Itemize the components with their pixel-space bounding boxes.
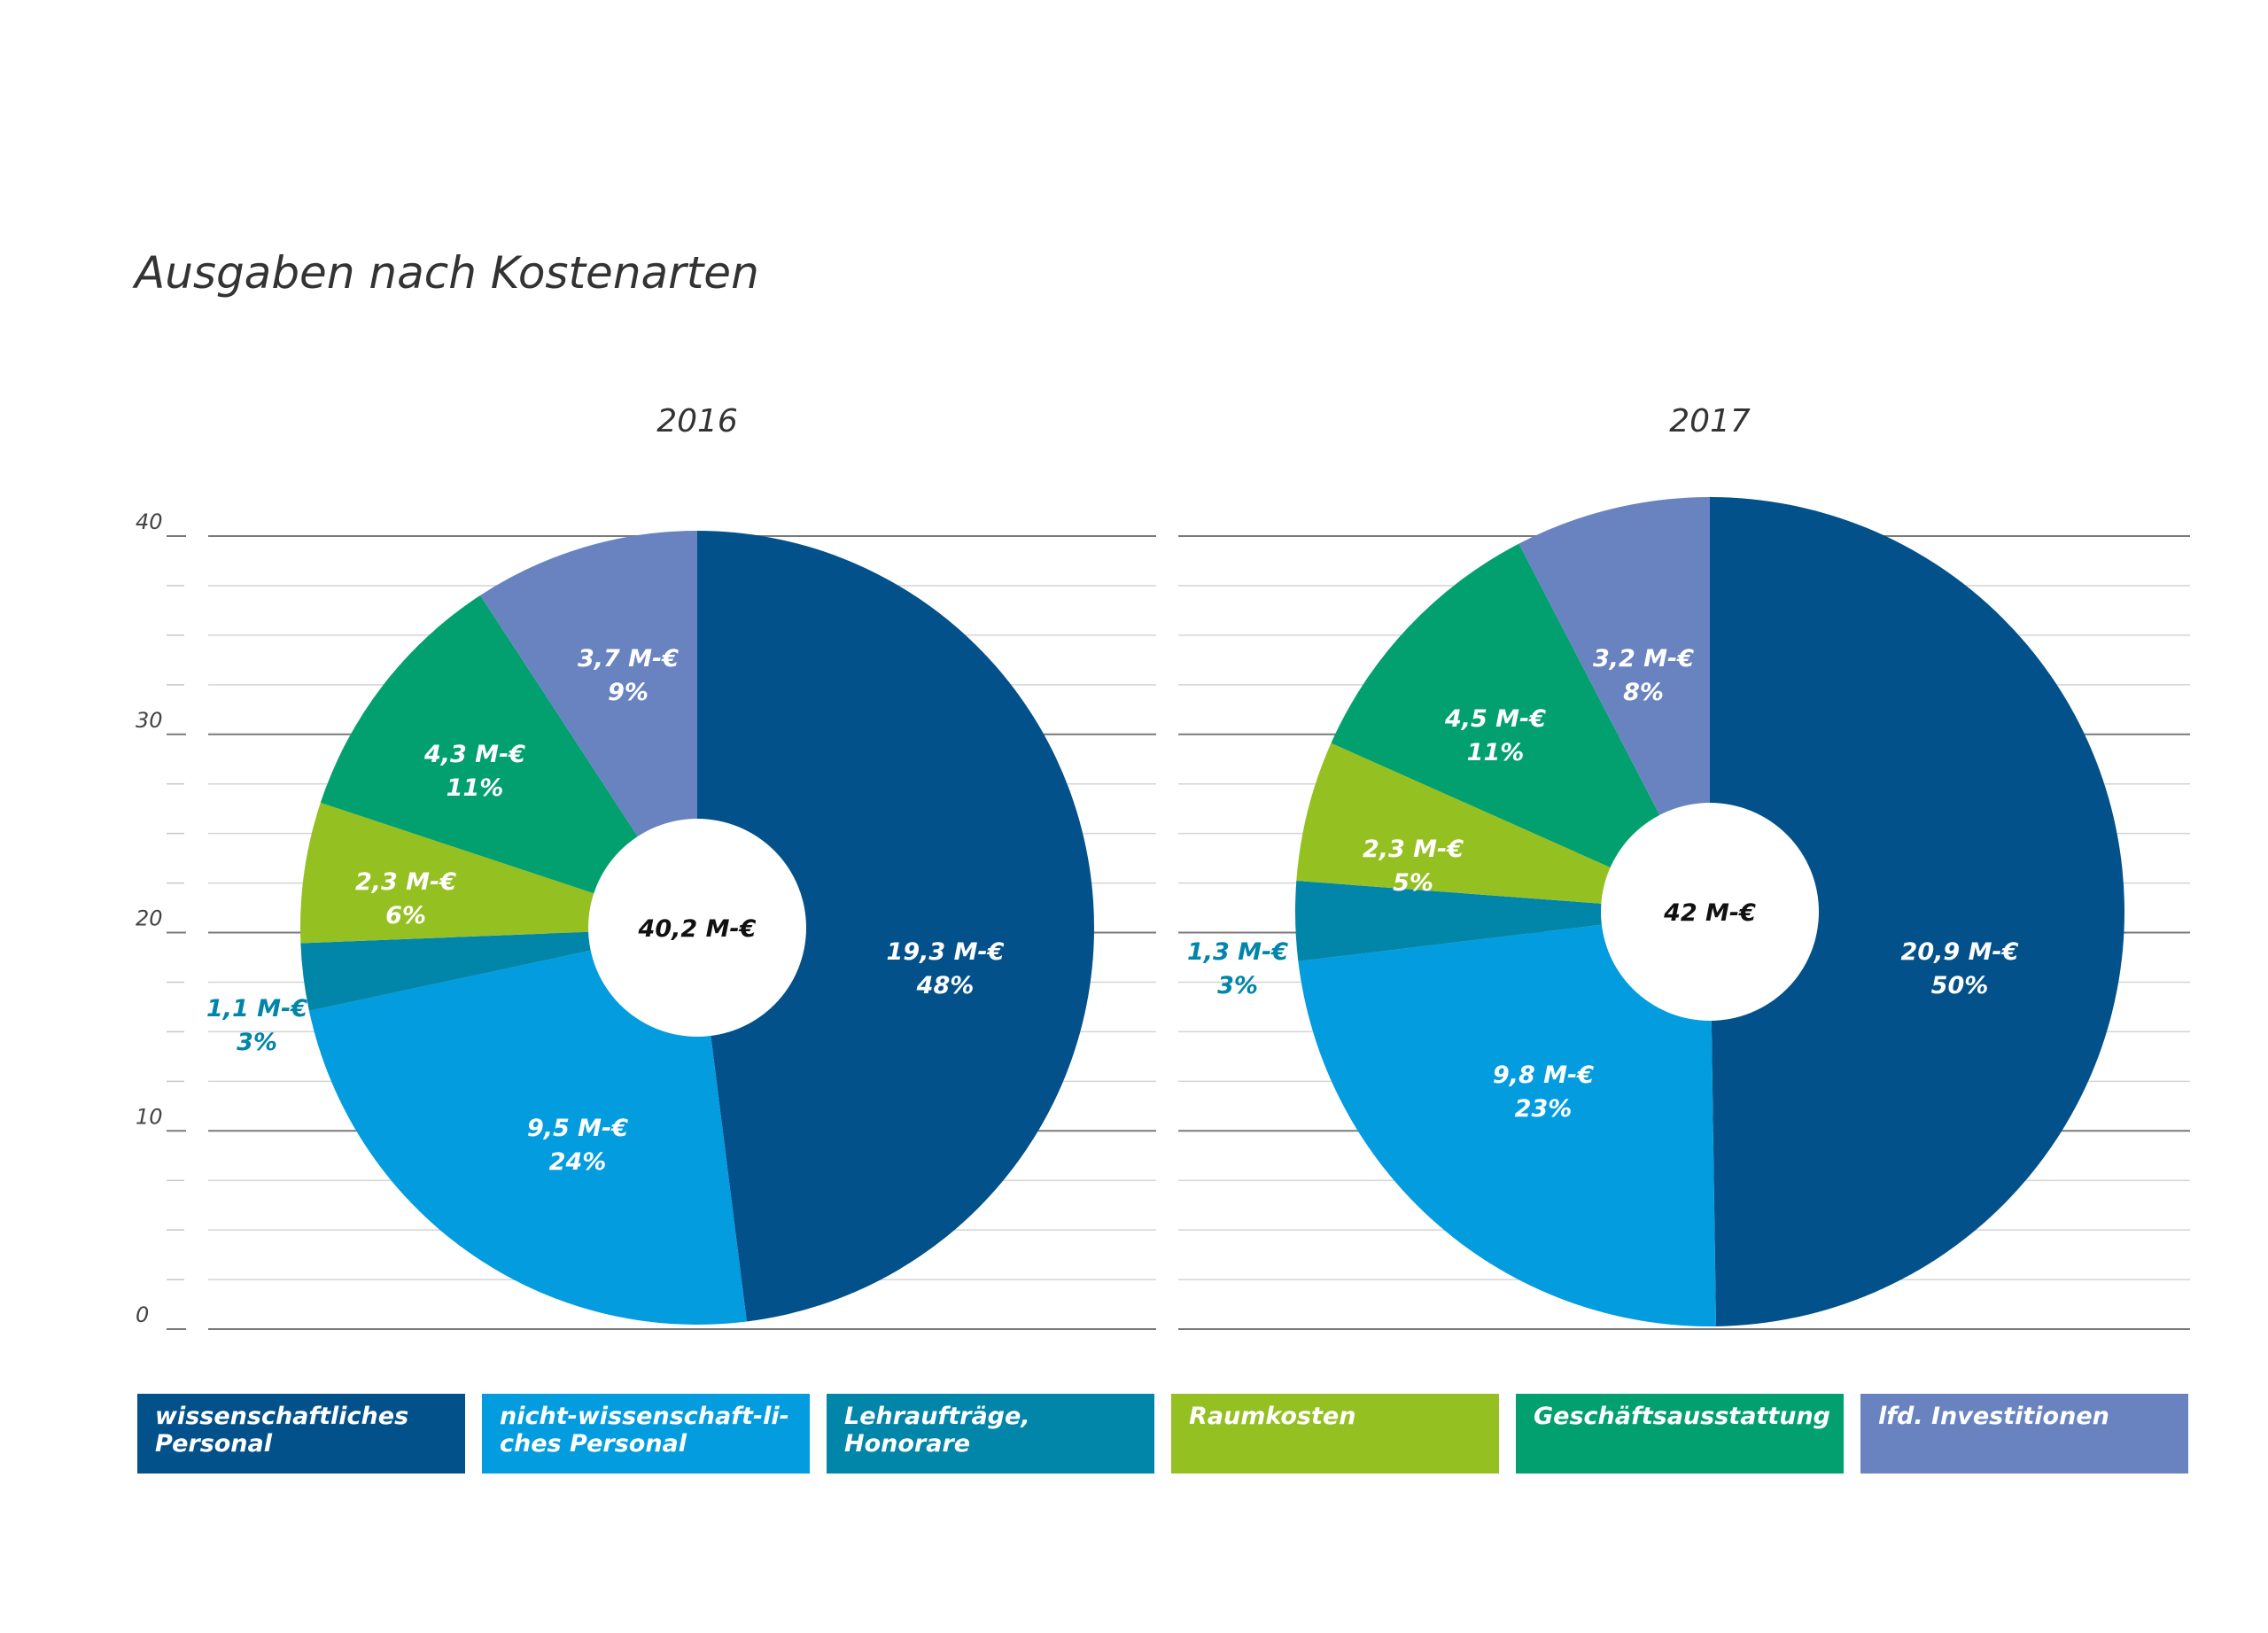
slice-percent-label: 48% bbox=[916, 972, 975, 999]
legend-label: Lehraufträge, Honorare bbox=[844, 1403, 1030, 1458]
slice-value-label: 20,9 M-€ bbox=[1901, 938, 2019, 966]
slice-percent-label: 23% bbox=[1515, 1095, 1573, 1123]
slice-value-label: 3,7 M-€ bbox=[578, 645, 679, 673]
legend-label: Raumkosten bbox=[1189, 1403, 1356, 1430]
slice-value-label: 9,5 M-€ bbox=[527, 1115, 628, 1142]
legend-item: Geschäftsausstattung bbox=[1516, 1394, 1844, 1474]
pie-slice bbox=[308, 928, 747, 1326]
pie-center-hole bbox=[1601, 803, 1819, 1021]
y-tick-label: 0 bbox=[136, 1303, 149, 1327]
legend-label: nicht-wissenschaft-li-ches Personal bbox=[500, 1403, 789, 1458]
slice-percent-label: 6% bbox=[385, 902, 426, 929]
pie-year-title: 2016 bbox=[656, 403, 738, 439]
slice-value-label: 1,3 M-€ bbox=[1187, 938, 1288, 966]
slice-value-label: 9,8 M-€ bbox=[1493, 1061, 1594, 1089]
pie-2017: 42 M-€ 2017 20,9 M-€ 50% 9,8 M-€ 23% 1,3 M-€ 3%… bbox=[1187, 403, 2125, 1326]
slice-percent-label: 5% bbox=[1393, 869, 1433, 897]
y-tick-label: 10 bbox=[136, 1104, 163, 1129]
slice-percent-label: 9% bbox=[608, 679, 649, 706]
legend-label: Geschäftsausstattung bbox=[1534, 1403, 1831, 1430]
slice-percent-label: 24% bbox=[549, 1148, 607, 1176]
slice-value-label: 2,3 M-€ bbox=[355, 868, 456, 896]
y-axis: 0 10 20 30 40 bbox=[136, 509, 163, 1327]
legend-label: lfd. Investitionen bbox=[1878, 1403, 2109, 1430]
pie-total-label: 40,2 M-€ bbox=[638, 915, 757, 943]
pie-slice bbox=[480, 531, 697, 928]
pie-slice bbox=[1295, 881, 1710, 961]
pie-center-hole bbox=[588, 819, 806, 1037]
pie-slice bbox=[1296, 743, 1710, 912]
y-tick-label: 30 bbox=[136, 708, 163, 733]
pie-total-label: 42 M-€ bbox=[1663, 899, 1756, 927]
slice-percent-label: 11% bbox=[1467, 739, 1525, 766]
pie-2016: 40,2 M-€ 2016 19,3 M-€ 48% 9,5 M-€ 24% 1,1 M-€… bbox=[206, 403, 1095, 1326]
slice-value-label: 3,2 M-€ bbox=[1593, 645, 1694, 673]
slice-percent-label: 50% bbox=[1931, 972, 1989, 999]
slice-value-label: 19,3 M-€ bbox=[887, 938, 1005, 966]
legend-item: lfd. Investitionen bbox=[1860, 1394, 2188, 1474]
legend-item: Lehraufträge, Honorare bbox=[827, 1394, 1154, 1474]
legend-item: wissenschaftliches Personal bbox=[137, 1394, 465, 1474]
pie-slice bbox=[1518, 497, 1710, 912]
pie-year-title: 2017 bbox=[1669, 403, 1751, 439]
slice-value-label: 4,5 M-€ bbox=[1444, 705, 1546, 733]
slice-percent-label: 3% bbox=[1217, 972, 1258, 999]
y-tick-label: 20 bbox=[136, 906, 163, 931]
slice-value-label: 2,3 M-€ bbox=[1363, 836, 1464, 863]
legend-item: nicht-wissenschaft-li-ches Personal bbox=[482, 1394, 810, 1474]
chart-title: Ausgaben nach Kostenarten bbox=[132, 247, 759, 299]
y-tick-label: 40 bbox=[136, 509, 163, 534]
slice-percent-label: 8% bbox=[1623, 679, 1664, 706]
legend-item: Raumkosten bbox=[1171, 1394, 1499, 1474]
slice-percent-label: 3% bbox=[237, 1029, 277, 1056]
pie-slice bbox=[320, 595, 697, 928]
slice-value-label: 4,3 M-€ bbox=[423, 741, 525, 768]
slice-percent-label: 11% bbox=[447, 774, 504, 802]
legend-label: wissenschaftliches Personal bbox=[155, 1403, 409, 1458]
pie-slice bbox=[1298, 912, 1717, 1326]
pie-slice bbox=[1331, 543, 1710, 912]
pie-slice bbox=[1710, 497, 2125, 1326]
slice-value-label: 1,1 M-€ bbox=[206, 995, 307, 1023]
pie-slice bbox=[697, 531, 1095, 1322]
